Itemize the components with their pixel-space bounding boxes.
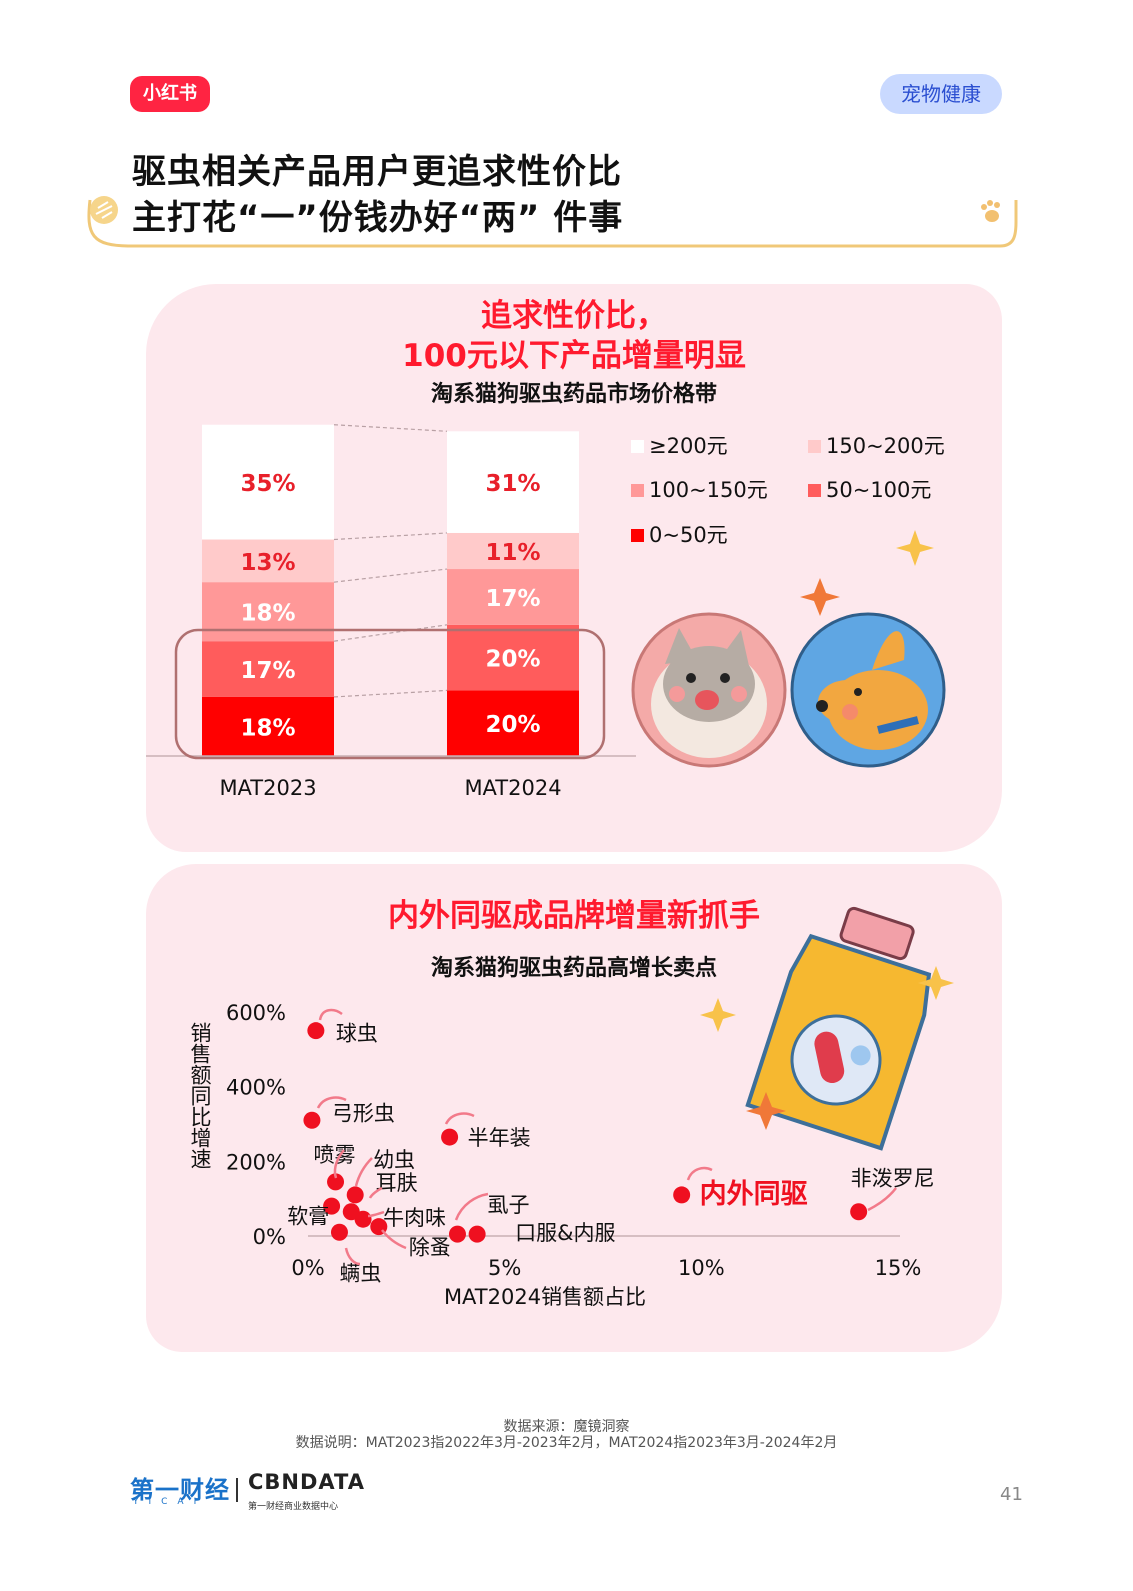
yicai-logo-sub: YICAI (133, 1497, 207, 1507)
section2-headline: 内外同驱成品牌增量新抓手 (388, 898, 760, 934)
cbndata-logo-sub: 第一财经商业数据中心 (248, 1502, 339, 1512)
section1-headline-line1: 追求性价比， (481, 298, 667, 334)
page-title-line1: 驱虫相关产品用户更追求性价比 (132, 152, 622, 192)
category-tag: 宠物健康 (880, 74, 1002, 114)
leaf-icon (90, 196, 118, 224)
section2-chart-title: 淘系猫狗驱虫药品高增长卖点 (430, 956, 717, 981)
paw-icon (981, 200, 1000, 222)
page-number: 41 (1000, 1484, 1023, 1505)
page-title-line2: 主打花“一”份钱办好“两” 件事 (132, 198, 624, 238)
selling-point-panel (146, 864, 1002, 1352)
data-note: 数据说明：MAT2023指2022年3月-2023年2月，MAT2024指202… (295, 1435, 838, 1451)
brand-divider (236, 1478, 238, 1502)
section1-headline-line2: 100元以下产品增量明显 (402, 338, 746, 374)
section1-chart-title: 淘系猫狗驱虫药品市场价格带 (430, 382, 717, 407)
xiaohongshu-logo: 小红书 (130, 76, 210, 112)
cbndata-logo: CBNDATA (248, 1470, 365, 1494)
data-source: 数据来源：魔镜洞察 (503, 1419, 630, 1435)
yicai-logo: 第一财经 (130, 1476, 230, 1504)
